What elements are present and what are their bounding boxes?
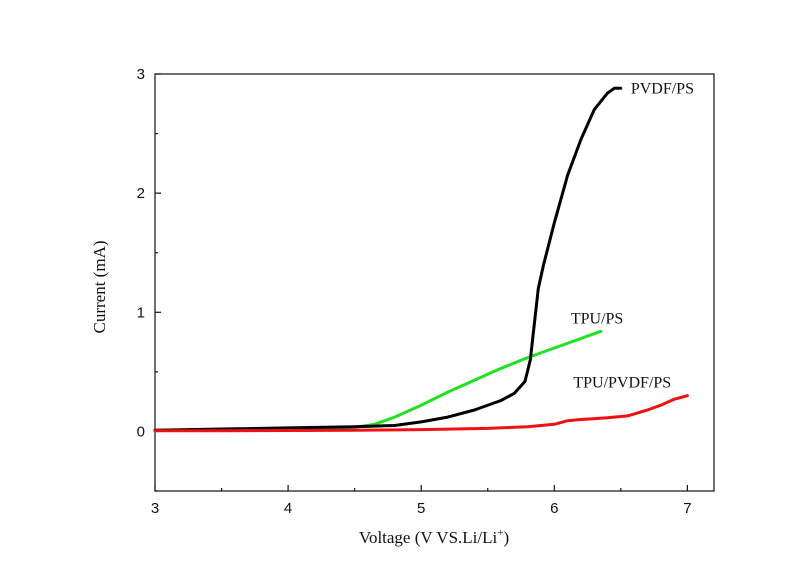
x-axis-label-main: Voltage (V VS.Li/Li <box>359 528 498 547</box>
y-tick-label-1: 1 <box>137 304 145 321</box>
x-tick-label-4: 4 <box>284 500 292 517</box>
series-line-tpu-pvdf-ps <box>153 394 689 433</box>
series-line-tpu-ps <box>153 329 603 432</box>
x-tick-label-6: 6 <box>550 500 558 517</box>
x-axis-label: Voltage (V VS.Li/Li+) <box>359 527 509 547</box>
y-axis-label: Current (mA) <box>90 240 109 333</box>
series-layer <box>153 86 689 433</box>
x-tick-label-5: 5 <box>417 500 425 517</box>
y-tick-label-0: 0 <box>137 423 145 440</box>
x-tick-label-7: 7 <box>683 500 691 517</box>
series-label-tpu-ps: TPU/PS <box>571 310 623 327</box>
series-labels: PVDF/PS TPU/PS TPU/PVDF/PS <box>571 80 694 391</box>
series-label-tpu-pvdf-ps: TPU/PVDF/PS <box>573 375 671 392</box>
x-axis: 3 4 5 6 7 <box>151 485 692 517</box>
series-label-pvdf-ps: PVDF/PS <box>631 80 694 97</box>
y-axis: 0 1 2 3 <box>137 66 161 492</box>
series-line-pvdf-ps <box>153 86 623 432</box>
plot-frame <box>154 73 715 492</box>
plot-border <box>154 73 715 492</box>
x-tick-label-3: 3 <box>151 500 159 517</box>
y-tick-label-3: 3 <box>137 66 145 83</box>
x-axis-label-superscript: + <box>497 527 503 539</box>
x-axis-label-end: ) <box>503 528 509 547</box>
y-tick-label-2: 2 <box>137 185 145 202</box>
